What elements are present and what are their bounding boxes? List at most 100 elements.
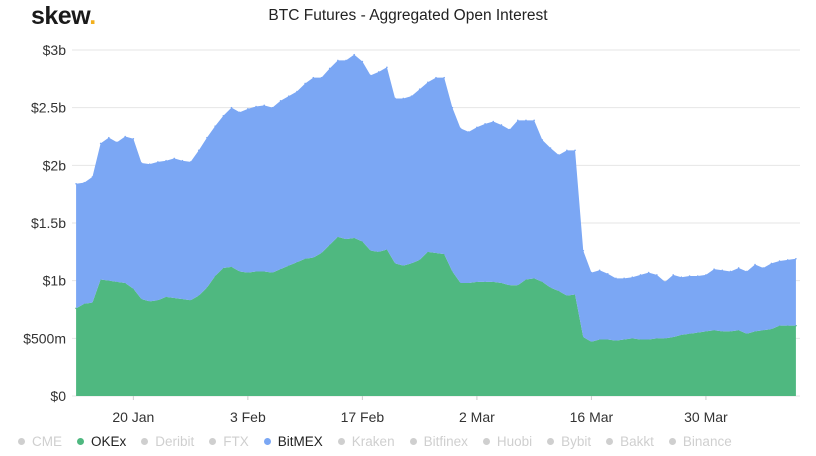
data-point-bitmex <box>361 60 364 63</box>
data-point-bitmex <box>99 142 102 145</box>
data-point-bitmex <box>279 99 282 102</box>
y-axis: $0 $500m $1b $1.5b $2b $2.5b $3b <box>23 42 66 404</box>
data-point-bitmex <box>337 59 339 62</box>
legend-swatch-icon <box>606 438 614 445</box>
data-point-bitmex <box>762 267 764 269</box>
data-point-bitmex <box>132 138 135 140</box>
legend-swatch-icon <box>668 438 676 445</box>
data-point-bitmex <box>75 182 77 185</box>
data-point-bitmex <box>312 76 315 79</box>
legend-item-deribit[interactable]: Deribit <box>141 434 194 449</box>
legend-swatch-icon <box>18 438 25 445</box>
x-tick-label: 2 Mar <box>459 409 495 425</box>
data-point-bitmex <box>345 59 347 62</box>
legend-label: Bybit <box>561 434 592 449</box>
legend-label: Binance <box>682 434 732 449</box>
data-point-bitmex <box>615 277 617 280</box>
data-point-bitmex <box>83 181 86 184</box>
data-point-bitmex <box>418 88 421 91</box>
legend-item-bitmex[interactable]: BitMEX <box>263 434 323 449</box>
legend-label: CME <box>32 434 62 449</box>
legend-swatch-icon <box>209 438 217 445</box>
legend-swatch-icon <box>337 438 345 445</box>
x-tick-label: 17 Feb <box>341 409 385 425</box>
legend-label: BitMEX <box>277 434 323 449</box>
data-point-bitmex <box>214 125 216 127</box>
legend-item-bybit[interactable]: Bybit <box>547 434 591 449</box>
data-point-bitmex <box>680 276 683 279</box>
data-point-bitmex <box>230 106 233 109</box>
data-point-bitmex <box>287 95 290 97</box>
data-point-bitmex <box>435 76 437 79</box>
data-point-bitmex <box>566 149 568 152</box>
y-tick-label: $500m <box>23 330 66 346</box>
legend-label: Huobi <box>496 434 533 449</box>
data-point-bitmex <box>525 119 527 122</box>
legend-item-bitfinex[interactable]: Bitfinex <box>409 434 468 449</box>
legend-label: Kraken <box>351 434 395 449</box>
legend-item-kraken[interactable]: Kraken <box>337 434 395 449</box>
legend-label: FTX <box>223 434 249 449</box>
data-point-bitmex <box>631 276 634 279</box>
legend-swatch-icon <box>141 438 149 445</box>
data-point-bitmex <box>443 76 445 79</box>
data-point-bitmex <box>696 275 699 277</box>
data-point-bitmex <box>582 249 585 252</box>
data-point-bitmex <box>754 263 756 266</box>
y-tick-label: $1b <box>43 273 67 289</box>
x-tick-label: 16 Mar <box>570 409 614 425</box>
data-point-bitmex <box>484 123 486 125</box>
legend-item-ftx[interactable]: FTX <box>209 434 249 449</box>
brand-dot: . <box>89 2 96 30</box>
data-point-bitmex <box>116 141 118 144</box>
y-tick-label: $2b <box>43 157 67 173</box>
legend-item-okex[interactable]: OKEx <box>77 434 126 449</box>
data-point-bitmex <box>328 67 331 70</box>
x-tick-label: 3 Feb <box>230 409 266 425</box>
data-point-bitmex <box>181 159 184 162</box>
data-point-bitmex <box>549 147 552 149</box>
data-point-bitmex <box>795 257 797 260</box>
data-point-bitmex <box>165 159 167 162</box>
y-tick-label: $1.5b <box>31 215 66 231</box>
data-point-bitmex <box>746 270 748 273</box>
data-point-bitmex <box>255 105 257 108</box>
x-axis: 20 Jan 3 Feb 17 Feb 2 Mar 16 Mar 30 Mar <box>112 396 728 425</box>
legend-item-cme[interactable]: CME <box>18 434 62 449</box>
data-point-bitmex <box>533 119 535 122</box>
data-point-bitmex <box>778 260 781 262</box>
legend-item-huobi[interactable]: Huobi <box>482 434 533 449</box>
legend-swatch-icon <box>547 438 555 445</box>
data-point-bitmex <box>247 108 249 110</box>
data-point-bitmex <box>271 106 274 109</box>
data-point-bitmex <box>713 268 715 270</box>
data-point-bitmex <box>91 176 94 178</box>
series-area-bitmex <box>76 54 796 342</box>
data-point-bitmex <box>206 136 208 139</box>
legend-label: Bitfinex <box>423 434 468 449</box>
legend-item-binance[interactable]: Binance <box>668 434 732 449</box>
legend-item-bakkt[interactable]: Bakkt <box>606 434 654 449</box>
data-point-bitmex <box>729 270 732 273</box>
data-point-bitmex <box>124 135 126 138</box>
data-point-bitmex <box>737 267 740 269</box>
data-point-bitmex <box>189 161 192 163</box>
data-point-bitmex <box>664 281 666 283</box>
series-area-okex <box>76 236 796 396</box>
data-point-bitmex <box>140 162 143 164</box>
data-point-bitmex <box>467 131 470 133</box>
data-point-bitmex <box>557 154 560 156</box>
data-point-bitmex <box>320 76 323 79</box>
data-point-bitmex <box>451 106 454 109</box>
data-point-bitmex <box>656 274 658 276</box>
data-point-bitmex <box>590 271 593 274</box>
y-tick-label: $2.5b <box>31 100 66 116</box>
data-point-bitmex <box>386 66 388 69</box>
data-point-bitmex <box>369 74 372 77</box>
data-point-bitmex <box>574 149 576 152</box>
chart-legend: CME OKEx Deribit FTX BitMEX Kraken Bitfinex Huo… <box>18 434 747 449</box>
data-point-bitmex <box>516 119 519 122</box>
data-point-bitmex <box>508 128 511 131</box>
data-point-bitmex <box>173 157 176 160</box>
chart-title: BTC Futures - Aggregated Open Interest <box>268 7 548 24</box>
